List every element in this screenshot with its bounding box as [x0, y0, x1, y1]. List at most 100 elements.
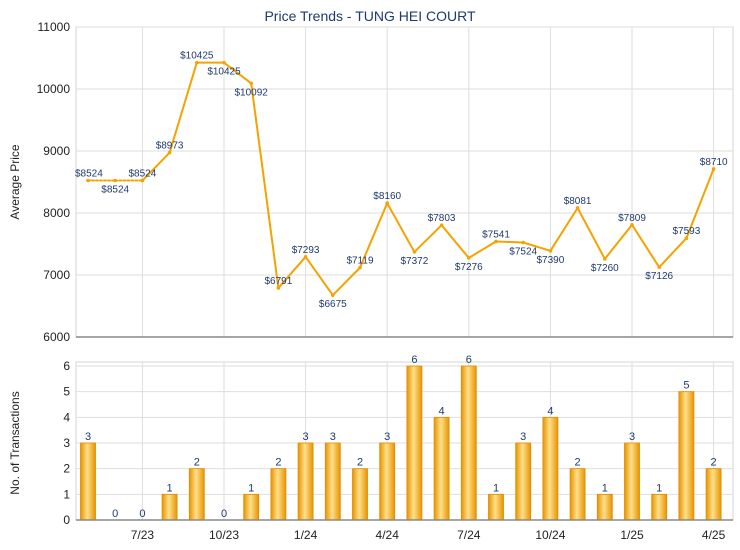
transactions-bar: [352, 468, 368, 521]
transactions-data-label: 0: [112, 508, 118, 520]
transactions-bar: [705, 468, 722, 521]
price-point: [276, 286, 281, 290]
price-data-label: $8973: [156, 141, 184, 152]
price-line-segment: [223, 61, 253, 85]
price-plot-area: [75, 26, 734, 338]
transactions-bar: [542, 416, 559, 521]
price-line-segment: [141, 151, 171, 182]
price-data-label: $7390: [536, 255, 564, 266]
transactions-data-label: 2: [275, 457, 281, 469]
price-data-label: $8081: [564, 196, 592, 207]
transactions-bar: [188, 468, 205, 521]
transactions-bar: [270, 468, 287, 521]
price-point: [467, 256, 471, 260]
transactions-bar: [406, 365, 423, 521]
chart-title: Price Trends - TUNG HEI COURT: [264, 8, 476, 24]
price-line-segment: [603, 223, 633, 260]
transactions-y-axis-title: No. of Transactions: [8, 391, 22, 494]
price-line-segment: [331, 266, 361, 297]
transactions-x-tick-label: 10/23: [209, 528, 239, 542]
price-point: [711, 167, 716, 171]
price-data-label: $7293: [292, 245, 320, 256]
transactions-x-tick-label: 1/24: [294, 528, 318, 542]
transactions-bar: [460, 365, 477, 521]
transactions-data-label: 3: [303, 431, 309, 443]
price-data-label: $8710: [700, 157, 728, 168]
transactions-y-tick-label: 2: [63, 462, 70, 476]
price-line-segment: [576, 206, 606, 260]
transactions-data-label: 0: [139, 508, 145, 520]
price-data-label: $8524: [75, 169, 103, 180]
transactions-panel: 0 1 2 3 4 5 6 7/23 10/23 1/24 4/24 7/24 10/24 1/25 4/2…: [63, 354, 734, 542]
price-data-label: $7372: [400, 256, 428, 267]
transactions-y-tick-label: 1: [63, 487, 70, 501]
transactions-data-label: 3: [384, 431, 390, 443]
price-point: [222, 60, 226, 65]
transactions-y-tick-label: 4: [63, 410, 70, 424]
transactions-bar: [80, 442, 96, 521]
transactions-data-label: 5: [683, 380, 689, 392]
transactions-x-tick-label: 10/24: [535, 528, 565, 542]
price-data-label: $10425: [207, 67, 241, 78]
price-line-segment: [250, 82, 280, 289]
price-data-label: $6791: [264, 276, 292, 287]
price-point: [548, 249, 553, 253]
price-data-label: $10425: [180, 51, 214, 62]
price-line-segment: [467, 240, 497, 259]
transactions-x-tick-label: 7/24: [457, 528, 481, 542]
price-data-label: $7809: [618, 213, 646, 224]
transactions-bar: [596, 493, 613, 521]
transactions-bar: [433, 416, 450, 521]
transactions-data-label: 0: [221, 508, 227, 520]
transactions-y-tick-label: 3: [63, 436, 70, 450]
price-point: [412, 250, 417, 254]
price-point: [439, 223, 444, 228]
price-point: [195, 60, 199, 65]
price-y-tick-label: 9000: [43, 144, 70, 158]
transactions-x-tick-label: 4/24: [376, 528, 400, 542]
transactions-data-label: 2: [194, 457, 200, 469]
price-point: [494, 239, 498, 244]
transactions-bar: [569, 468, 586, 521]
transactions-bar: [161, 493, 178, 521]
price-y-tick-label: 11000: [38, 20, 71, 34]
transactions-bar: [624, 442, 640, 521]
transactions-bar: [243, 493, 260, 521]
price-y-axis-title: Average Price: [8, 144, 22, 219]
transactions-data-label: 1: [248, 482, 254, 494]
price-line-segment: [277, 255, 307, 289]
transactions-bar: [651, 493, 668, 521]
price-data-label: $10092: [235, 87, 269, 98]
transactions-bar: [324, 442, 341, 521]
price-point: [86, 178, 90, 183]
price-data-label: $7803: [428, 213, 456, 224]
price-line-segment: [658, 237, 688, 269]
price-point: [113, 178, 117, 183]
price-data-label: $8160: [373, 191, 401, 202]
transactions-x-tick-label: 1/25: [620, 528, 644, 542]
price-point: [684, 236, 689, 241]
transactions-data-label: 1: [493, 482, 499, 494]
price-data-label: $7260: [591, 263, 619, 274]
price-point: [521, 240, 525, 245]
price-point: [385, 201, 390, 205]
price-line-segment: [685, 167, 715, 240]
price-point: [358, 265, 362, 270]
price-data-label: $7541: [482, 229, 510, 240]
price-data-label: $7276: [455, 262, 483, 273]
price-point: [249, 81, 253, 86]
transactions-data-label: 2: [575, 457, 581, 469]
price-data-label: $7524: [509, 247, 537, 258]
transactions-data-label: 2: [357, 457, 363, 469]
transactions-data-label: 3: [330, 431, 336, 443]
transactions-data-label: 4: [439, 405, 445, 417]
price-data-label: $6675: [319, 299, 347, 310]
price-point: [630, 223, 634, 227]
price-line-segment: [304, 255, 334, 297]
price-data-label: $8524: [101, 185, 129, 196]
transactions-data-label: 1: [656, 482, 662, 494]
price-point: [303, 255, 308, 259]
price-y-tick-label: 6000: [43, 330, 70, 344]
transactions-data-label: 3: [85, 431, 91, 443]
